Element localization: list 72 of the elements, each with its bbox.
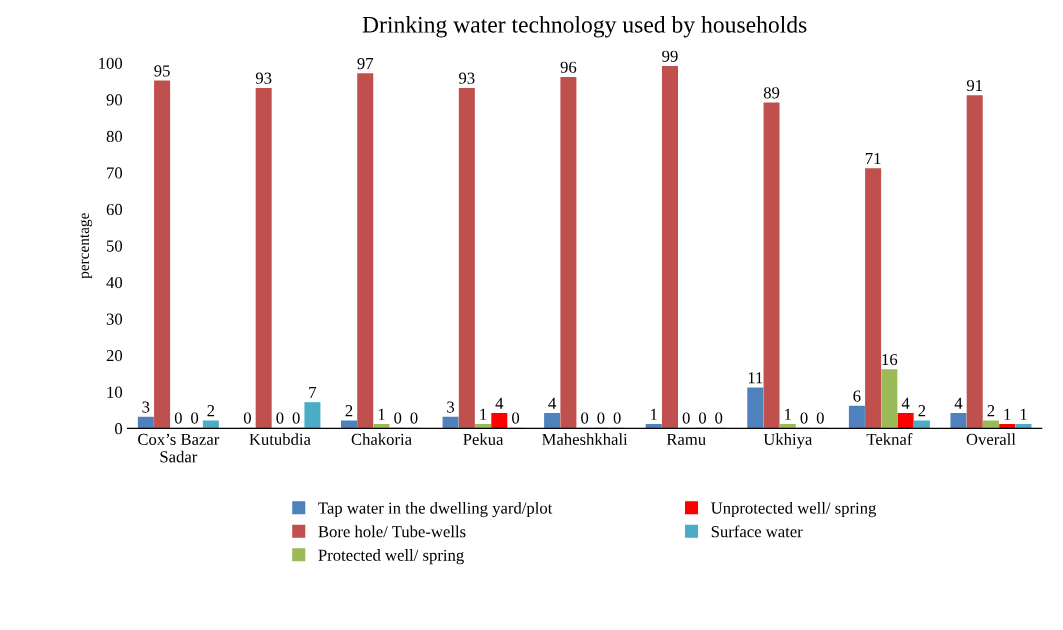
- legend-label: Unprotected well/ spring: [711, 501, 877, 518]
- data-label: 16: [882, 353, 898, 366]
- data-label: 1: [480, 408, 487, 420]
- data-label: 0: [715, 412, 723, 424]
- chart-title: Drinking water technology used by households: [362, 16, 807, 38]
- data-label: 97: [357, 57, 374, 70]
- data-label: 4: [954, 397, 963, 409]
- data-label: 11: [748, 372, 763, 384]
- data-label: 0: [698, 412, 707, 424]
- data-label: 95: [154, 65, 170, 77]
- data-label: 1: [785, 408, 791, 420]
- x-tick-label: Ramu: [666, 433, 706, 445]
- data-label: 0: [581, 412, 589, 424]
- x-tick-label: Cox’s Bazar Sadar: [138, 433, 220, 463]
- data-label: 0: [174, 412, 182, 424]
- y-axis-title: percentage: [80, 213, 93, 279]
- legend-label: Surface water: [711, 525, 803, 538]
- x-tick-label: Overall: [966, 433, 1016, 445]
- data-label: 2: [207, 405, 215, 417]
- data-label: 0: [292, 412, 300, 424]
- data-label: 2: [987, 405, 995, 417]
- data-label: 0: [191, 412, 199, 424]
- data-label: 0: [682, 412, 690, 424]
- y-tick-label: 80: [106, 130, 123, 143]
- data-label: 99: [662, 50, 678, 62]
- data-label: 0: [243, 412, 251, 424]
- y-tick-label: 20: [106, 350, 123, 362]
- y-tick-label: 40: [106, 276, 123, 289]
- y-tick-label: 90: [106, 94, 123, 106]
- y-tick-label: 70: [107, 167, 123, 179]
- data-label: 4: [495, 397, 504, 409]
- y-tick-label: 50: [107, 240, 123, 252]
- data-label: 1: [378, 408, 385, 420]
- data-label: 0: [613, 412, 621, 424]
- data-label: 1: [1004, 408, 1011, 420]
- y-tick-label: 60: [106, 203, 123, 216]
- data-label: 0: [597, 412, 605, 424]
- x-tick-label: Ukhiya: [763, 433, 813, 449]
- data-label: 3: [142, 401, 150, 413]
- legend-label: Bore hole/ Tube-wells: [318, 525, 466, 538]
- data-label: 0: [800, 412, 808, 424]
- data-label: 91: [966, 79, 983, 92]
- y-tick-label: 30: [106, 313, 123, 325]
- data-label: 0: [410, 412, 418, 424]
- data-label: 4: [901, 397, 910, 409]
- data-label: 1: [1020, 408, 1027, 420]
- data-label: 0: [816, 412, 824, 424]
- x-tick-label: Maheshkhali: [542, 433, 628, 445]
- data-label: 71: [865, 153, 881, 165]
- data-label: 93: [459, 72, 475, 84]
- data-label: 6: [853, 390, 861, 402]
- data-label: 2: [918, 405, 926, 417]
- legend-label: Tap water in the dwelling yard/plot: [318, 501, 553, 518]
- data-label: 4: [548, 397, 557, 409]
- data-label: 2: [345, 405, 353, 417]
- x-tick-label: Teknaf: [866, 433, 913, 445]
- data-label: 7: [309, 386, 317, 398]
- data-label: 3: [447, 401, 455, 413]
- x-tick-label: Kutubdia: [249, 433, 311, 445]
- y-tick-label: 0: [115, 423, 123, 435]
- data-label: 1: [651, 408, 657, 420]
- data-label: 0: [276, 412, 284, 424]
- data-label: 89: [763, 87, 780, 99]
- data-label: 0: [394, 412, 402, 424]
- y-tick-label: 10: [107, 386, 123, 398]
- x-tick-label: Chakoria: [351, 433, 412, 445]
- x-tick-label: Pekua: [463, 433, 504, 445]
- legend-label: Protected well/ spring: [318, 549, 464, 565]
- data-label: 93: [255, 72, 272, 84]
- data-label: 96: [560, 61, 577, 73]
- data-label: 0: [512, 412, 520, 424]
- y-tick-label: 100: [99, 57, 123, 69]
